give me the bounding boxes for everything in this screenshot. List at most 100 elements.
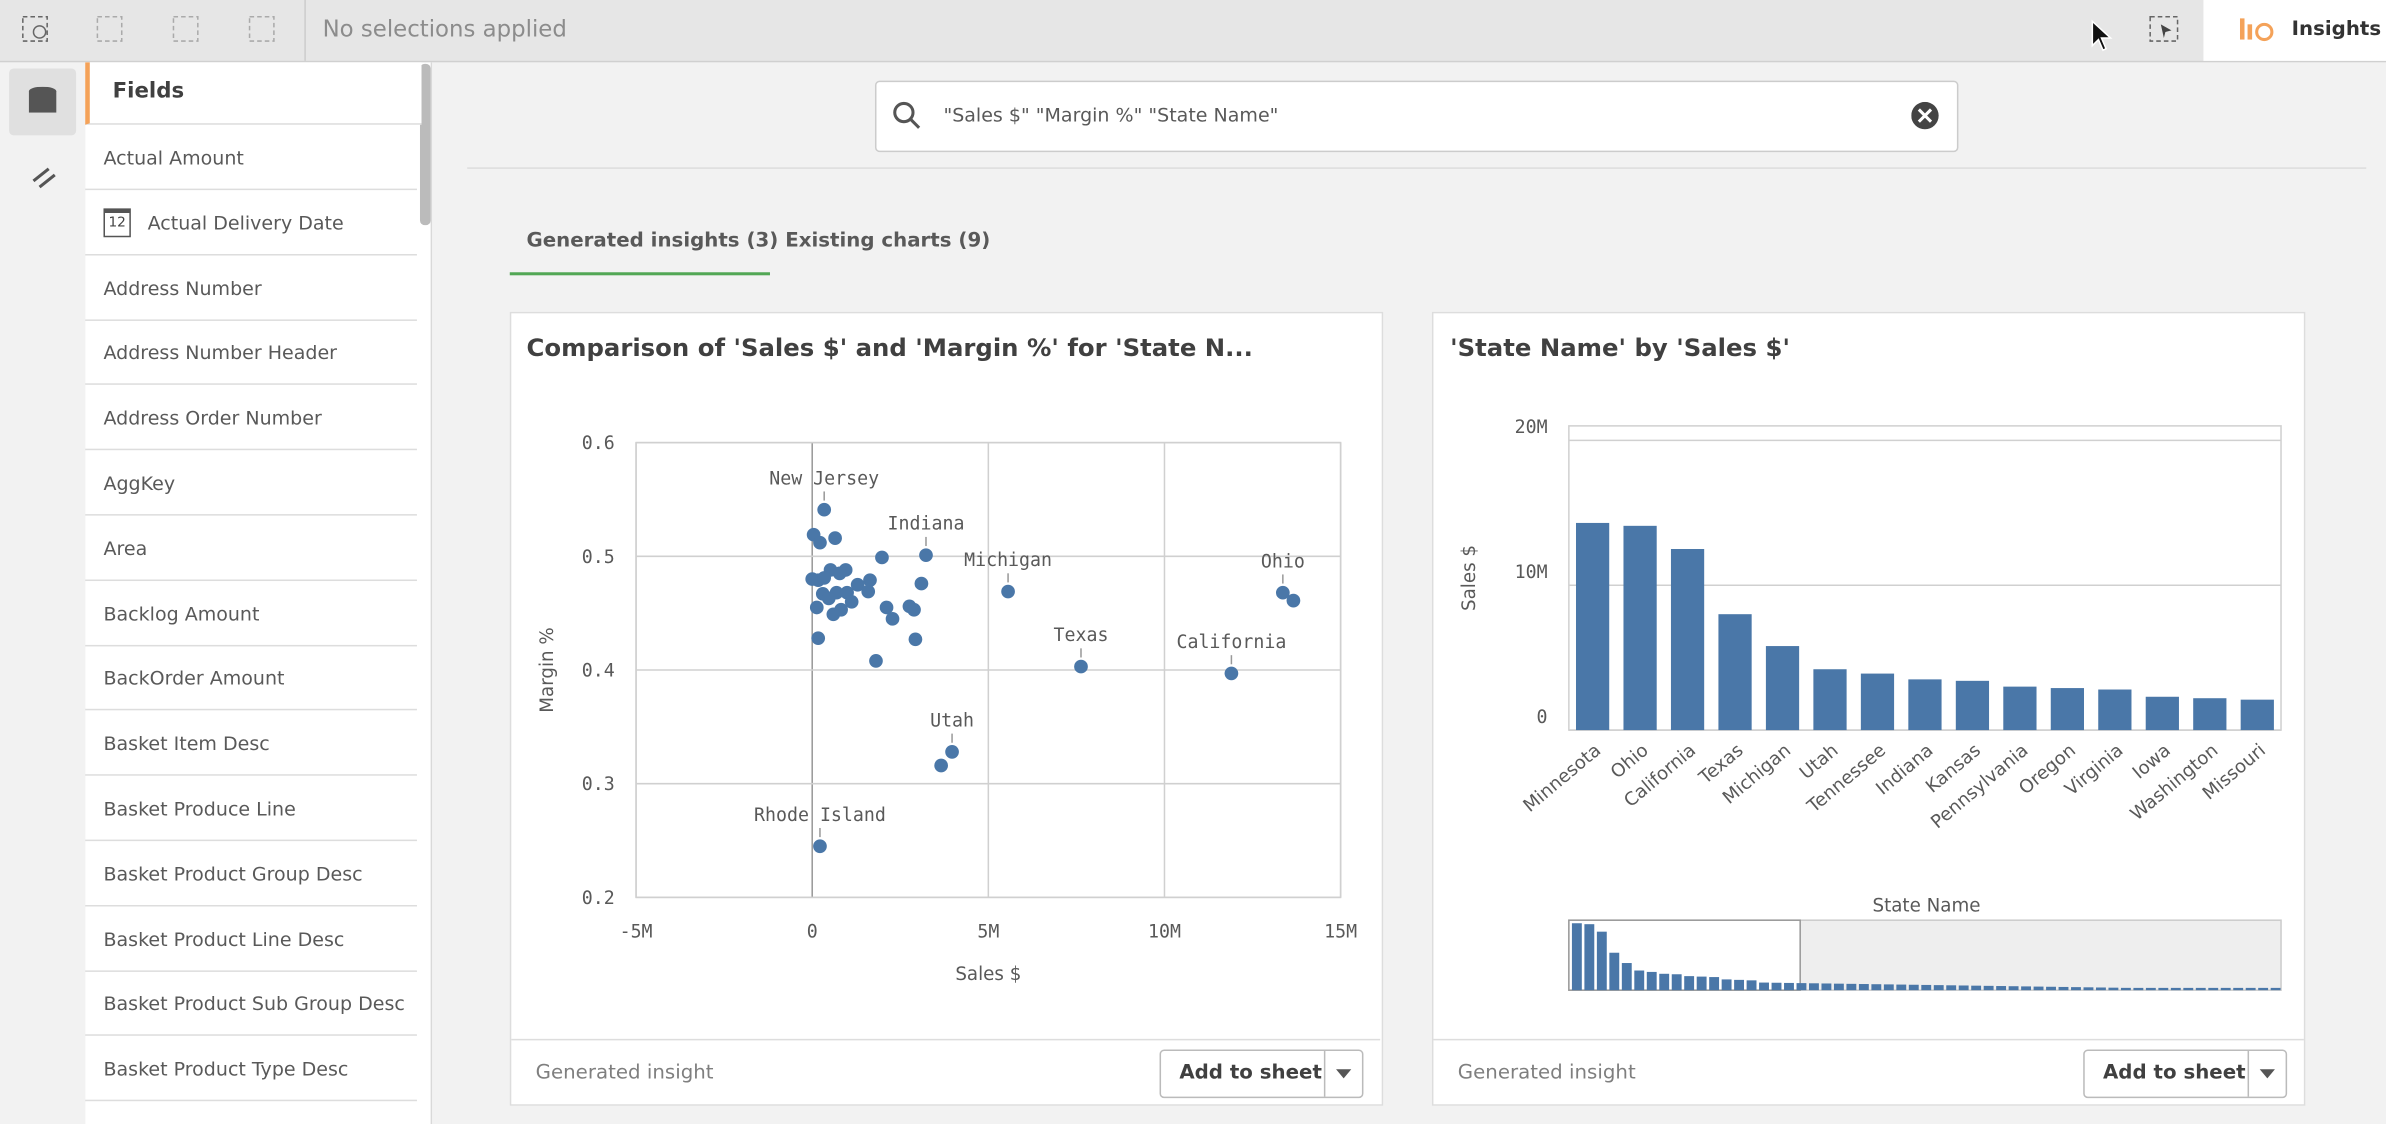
navigator-bar-rest [1784,982,1794,991]
navigator-bar-rest [2021,986,2032,991]
scatter-point [834,602,848,617]
add-to-sheet[interactable]: Add to sheet [2083,1049,2288,1099]
navigator-bar [1696,976,1707,991]
clear-icon[interactable] [1911,101,1941,132]
y-axis-title: Margin % [537,627,558,712]
y-tick-label: 0.5 [582,547,615,568]
point-label: Ohio [1261,551,1305,572]
field-name: BackOrder Amount [103,666,285,690]
field-name: Address Order Number [103,406,322,430]
insight-card [509,311,1384,1106]
bar [1955,680,1990,731]
navigator-bar [1671,974,1682,991]
y-tick-label: 0.2 [582,888,615,909]
field-item[interactable]: Basket Product Line Desc [85,906,417,972]
scatter-point [861,584,876,599]
scatter-point [879,600,894,615]
navigator-bar-rest [2046,986,2056,991]
insights-button[interactable] [2203,0,2386,61]
field-item[interactable]: Basket Item Desc [85,711,417,776]
bar [1813,669,1847,731]
scatter-point [1286,593,1301,608]
y-tick-label: 0.4 [582,661,615,682]
scatter-point [850,577,865,592]
scatter-point [908,632,923,647]
bar [2145,696,2179,731]
navigator-bar-rest [1796,983,1807,991]
navigator-bar [1734,979,1745,991]
search-box[interactable] [874,80,1959,153]
field-panel [85,62,433,1124]
card-title: Comparison of 'Sales $' and 'Margin %' f… [526,333,1253,362]
dropdown-arrow[interactable] [2258,1068,2276,1080]
navigator-bar-rest [2183,987,2194,991]
field-item[interactable]: Backlog Amount [85,580,417,646]
field-item[interactable]: Address Number [85,255,417,321]
navigator-bar-rest [1821,983,1832,991]
insights-label[interactable]: Insights [2291,18,2382,42]
bar [1765,646,1800,731]
field-item[interactable]: Basket Product Type Desc [85,1036,417,1102]
add-to-sheet[interactable]: Add to sheet [1159,1049,1364,1099]
y-axis-title: Sales $ [1459,545,1480,611]
navigator-bar-rest [2058,986,2069,991]
selection-tool[interactable] [2149,15,2182,45]
field-name: Basket Product Line Desc [103,927,345,951]
field-item[interactable]: 12 Actual Delivery Date [85,190,417,256]
navigator-bar-rest [2095,987,2106,991]
navigator-bar-rest [1958,985,1969,991]
bar [1860,673,1895,731]
navigator-bar-rest [2195,987,2206,991]
dropdown-arrow[interactable] [1335,1068,1353,1080]
navigator-bar-rest [1858,984,1869,991]
navigator-bar-rest [2133,987,2144,991]
navigator-bar-rest [1759,982,1769,991]
point-label: New Jersey [769,468,879,489]
field-item[interactable]: Address Order Number [85,385,417,451]
scatter-point [1275,585,1290,600]
bar [2193,698,2227,731]
date-icon: 12 [103,208,131,237]
field-item[interactable]: Actual Amount [85,125,417,191]
navigator-bar-rest [2158,987,2169,991]
separator [467,167,2367,169]
field-item[interactable]: BackOrder Amount [85,645,417,711]
search-icon [893,101,921,129]
navigator-bar [1646,971,1657,991]
card-footer: Generated insight [535,1061,714,1085]
scrollbar[interactable] [419,63,431,226]
x-axis-title: State Name [1872,896,1980,917]
active-tab-indicator [509,272,770,276]
field-item[interactable]: Basket Produce Line [85,776,417,842]
field-item[interactable]: Address Number Header [85,320,417,386]
rail-icons [28,86,57,189]
navigator-bar-rest [2233,987,2244,991]
x-tick-label: 0 [807,921,818,942]
bar [2050,688,2084,731]
point-label: Rhode Island [754,805,886,826]
field-name: Actual Amount [103,146,244,169]
navigator-bar-rest [1933,985,1944,991]
field-item[interactable]: Area [85,515,417,581]
card-title: 'State Name' by 'Sales $' [1450,333,1790,362]
scatter-point [945,745,959,759]
field-item[interactable]: AggKey [85,450,417,516]
selection-status: No selections applied [322,15,567,43]
navigator-bar [1571,923,1582,991]
fields-header [85,62,422,125]
field-name: Backlog Amount [103,601,260,625]
point-label: Indiana [888,514,965,535]
navigator-bar-rest [1846,983,1857,991]
field-item[interactable]: Basket Product Group Desc [85,841,417,907]
bar [1718,614,1752,731]
toolbar-icons[interactable] [21,15,295,45]
navigator-bar [1684,976,1695,991]
navigator-bar [1596,931,1607,991]
tab[interactable]: Existing charts (9) [785,229,991,253]
field-item[interactable]: Basket Product Sub Group Desc [85,971,417,1037]
scatter-point [844,594,859,609]
x-axis-title: Sales $ [955,964,1021,985]
navigator-bar [1659,973,1670,991]
tab[interactable]: Generated insights (3) [526,229,779,253]
